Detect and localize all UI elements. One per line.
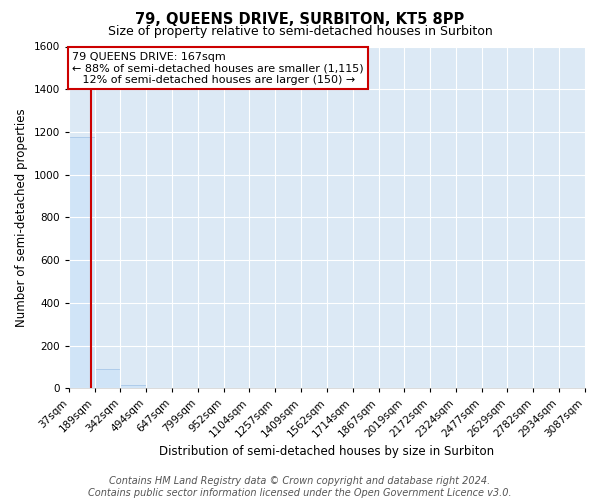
Bar [69, 138, 95, 388]
Text: 79, QUEENS DRIVE, SURBITON, KT5 8PP: 79, QUEENS DRIVE, SURBITON, KT5 8PP [136, 12, 464, 28]
Bar [121, 385, 146, 388]
Text: Contains HM Land Registry data © Crown copyright and database right 2024.
Contai: Contains HM Land Registry data © Crown c… [88, 476, 512, 498]
Text: 79 QUEENS DRIVE: 167sqm
← 88% of semi-detached houses are smaller (1,115)
   12%: 79 QUEENS DRIVE: 167sqm ← 88% of semi-de… [72, 52, 364, 85]
Text: Size of property relative to semi-detached houses in Surbiton: Size of property relative to semi-detach… [107, 25, 493, 38]
X-axis label: Distribution of semi-detached houses by size in Surbiton: Distribution of semi-detached houses by … [160, 444, 494, 458]
Y-axis label: Number of semi-detached properties: Number of semi-detached properties [15, 108, 28, 326]
Bar [95, 369, 121, 388]
